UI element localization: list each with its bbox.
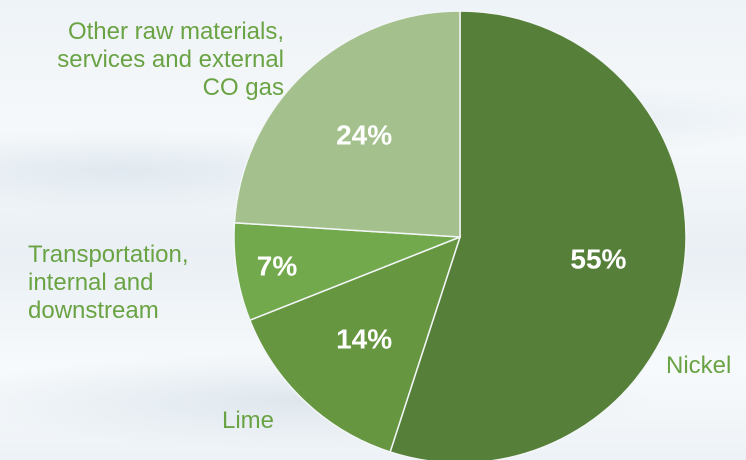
pie-slice-nickel [389,10,687,460]
percent-labels: 55% 14% 7% 24% [257,119,627,354]
category-label-line: Lime [222,407,275,434]
category-label-lime: Lime [222,407,274,435]
category-label-line: downstream [28,297,159,324]
category-label-nickel: Nickel [666,352,731,380]
category-label-line: CO gas [202,74,284,101]
category-label-line: Other raw materials, [67,18,284,45]
pie-slices [233,10,687,460]
category-label-line: Transportation, [28,241,189,268]
category-label-other: Other raw materials, services and extern… [57,18,284,102]
percent-label-other: 24% [336,119,392,150]
category-label-line: Nickel [666,352,732,379]
category-label-transportation: Transportation, internal and downstream [28,241,189,325]
category-label-line: internal and [28,269,154,296]
pie-slice-lime [248,235,462,453]
pie-slice-other [233,10,461,238]
percent-label-lime: 14% [336,324,392,355]
category-label-line: services and external [57,46,284,73]
percent-label-transportation: 7% [257,251,298,282]
percent-label-nickel: 55% [570,243,626,274]
